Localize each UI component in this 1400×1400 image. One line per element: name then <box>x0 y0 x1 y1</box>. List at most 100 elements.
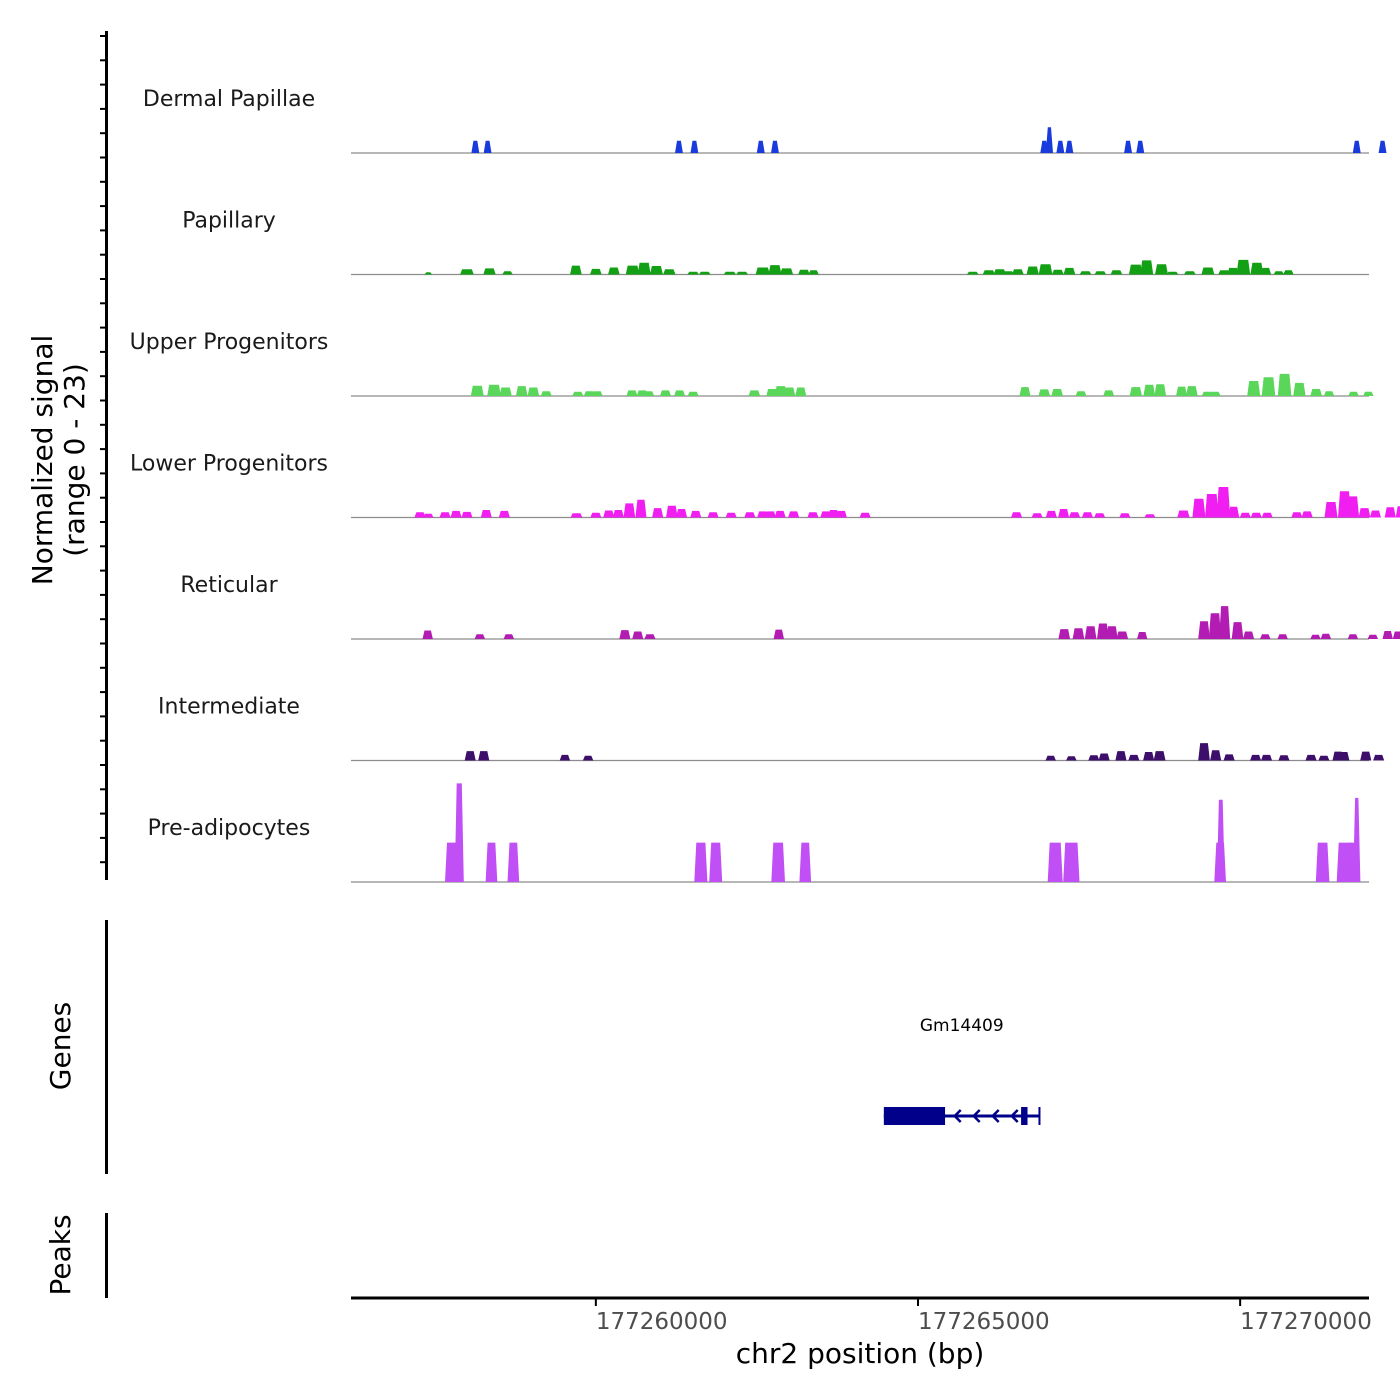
gene-exon <box>1038 1107 1041 1125</box>
signal-peak <box>1124 140 1132 153</box>
signal-peak <box>1192 498 1206 518</box>
signal-peak <box>1128 264 1143 275</box>
signal-peak <box>808 270 819 275</box>
signal-peak <box>859 512 871 518</box>
signal-peak <box>1260 634 1271 639</box>
signal-peak <box>1045 755 1056 761</box>
signal-peak <box>1293 382 1306 396</box>
signal-peak <box>1382 631 1393 639</box>
track-dermal-papillae: Dermal Papillae <box>143 87 1387 154</box>
signal-peak <box>1128 754 1140 761</box>
signal-peak <box>626 390 638 396</box>
track-label: Lower Progenitors <box>130 452 328 477</box>
signal-peak <box>1218 270 1230 275</box>
strand-arrow <box>971 1109 981 1123</box>
strand-arrow <box>990 1109 1000 1123</box>
signal-peak <box>1103 390 1115 396</box>
signal-peak <box>744 512 756 518</box>
signal-peak <box>1369 510 1381 518</box>
signal-peak <box>478 751 490 761</box>
signal-peak <box>1198 621 1210 639</box>
signal-peak <box>1231 622 1244 639</box>
signal-peak <box>1011 512 1023 518</box>
signal-peak <box>707 512 719 518</box>
signal-peak <box>644 634 656 639</box>
signal-peak <box>1047 842 1063 882</box>
signal-peak <box>1045 510 1057 518</box>
signal-peak <box>1155 264 1168 275</box>
signal-peak <box>1367 634 1379 639</box>
signal-peak <box>1210 750 1222 761</box>
signal-peak <box>1373 754 1385 761</box>
signal-peak <box>774 510 786 518</box>
signal-peak <box>1184 271 1196 275</box>
signal-peak <box>1216 487 1231 518</box>
signal-peak <box>1358 508 1371 518</box>
signal-peak <box>756 140 765 153</box>
signal-peak <box>782 387 796 396</box>
signal-peak <box>690 140 699 153</box>
signal-peak <box>1045 127 1053 153</box>
signal-peak <box>694 842 708 882</box>
signal-peak <box>687 391 699 396</box>
signal-peak <box>1239 512 1251 518</box>
signal-peak <box>1250 754 1262 761</box>
signal-peak <box>788 511 800 518</box>
signal-peak <box>1084 626 1097 639</box>
gene-label: Gm14409 <box>920 1016 1004 1036</box>
signal-peak <box>483 268 496 275</box>
signal-peak <box>748 390 761 396</box>
track-pre-adipocytes: Pre-adipocytes <box>148 783 1369 883</box>
signal-peak <box>1012 269 1024 275</box>
signal-peak <box>1058 629 1071 639</box>
signal-peak <box>690 510 702 518</box>
signal-peak <box>652 508 664 518</box>
signal-peak <box>1166 271 1179 275</box>
signal-peak <box>1378 140 1387 153</box>
signal-peak <box>461 511 473 518</box>
signal-peak <box>559 754 571 761</box>
signal-peak <box>1129 387 1142 396</box>
signal-peak <box>1324 502 1338 518</box>
signal-peak <box>1273 271 1284 275</box>
signal-peak <box>1143 752 1155 761</box>
signal-peak <box>1360 751 1372 761</box>
signal-peak <box>1072 628 1085 639</box>
signal-peak <box>723 271 736 275</box>
signal-peak <box>799 842 812 882</box>
signal-peak <box>1236 259 1251 275</box>
signal-peak <box>1352 140 1361 153</box>
signal-peak <box>1066 756 1077 761</box>
signal-peak <box>1153 751 1166 761</box>
signal-peak <box>590 268 602 275</box>
signal-peak <box>1186 386 1198 396</box>
signal-peak <box>454 783 464 882</box>
signal-peak <box>619 630 631 639</box>
signal-peak <box>771 140 779 153</box>
signal-y-axis <box>100 31 108 880</box>
gene-exon <box>883 1107 946 1125</box>
signal-peak <box>1347 634 1359 639</box>
signal-peak <box>1056 140 1065 153</box>
signal-peak <box>527 387 540 396</box>
signal-peak <box>1305 754 1317 761</box>
signal-peak <box>1219 606 1231 639</box>
signal-peak <box>1051 389 1063 396</box>
signal-peak <box>570 513 583 518</box>
signal-peak <box>1079 271 1092 275</box>
signal-peak <box>1088 755 1100 761</box>
signal-peak <box>1058 509 1070 518</box>
signal-peak <box>1353 797 1361 882</box>
track-label: Reticular <box>180 573 278 598</box>
signal-peak <box>795 387 807 396</box>
signal-peak <box>608 267 620 275</box>
signal-peak <box>1026 266 1039 275</box>
track-reticular: Reticular <box>180 573 1400 640</box>
signal-peak <box>1081 512 1093 518</box>
signal-peak <box>1278 755 1290 761</box>
signal-peak <box>439 512 451 518</box>
signal-peak <box>709 842 723 882</box>
signal-peak <box>1277 373 1292 396</box>
track-papillary: Papillary <box>182 209 1369 276</box>
